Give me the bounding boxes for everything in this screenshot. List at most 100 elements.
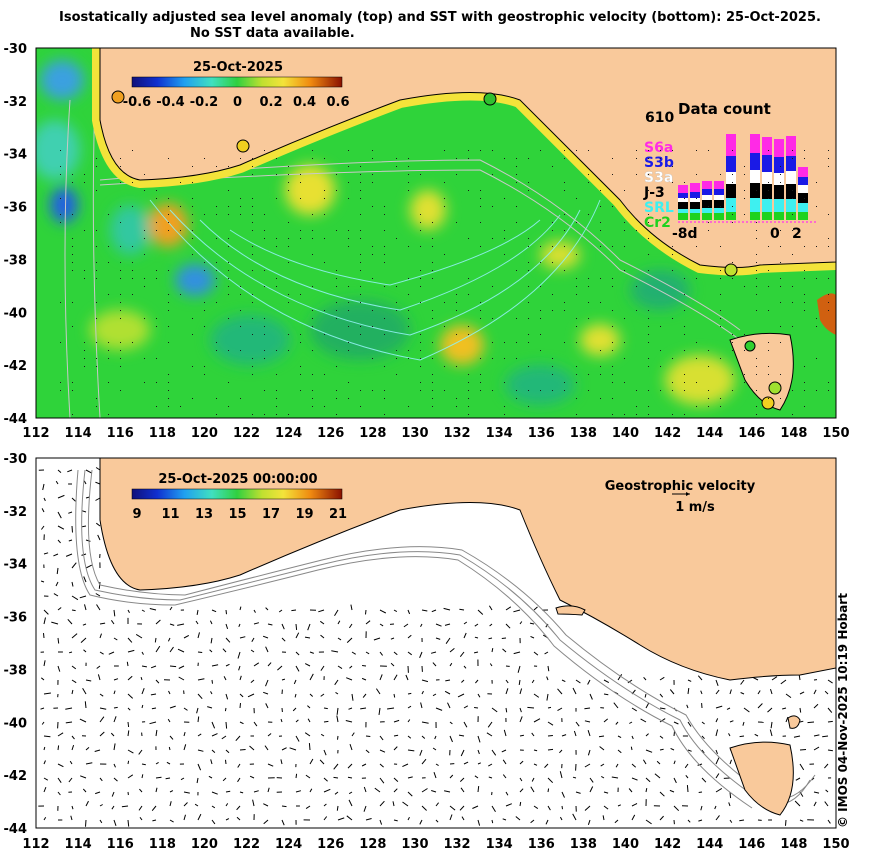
velocity-vector	[267, 787, 270, 793]
stipple-dot	[60, 214, 61, 215]
stipple-dot	[252, 214, 253, 215]
stipple-dot	[828, 166, 829, 167]
velocity-vector	[150, 665, 157, 669]
inset-title: Data count	[678, 100, 771, 118]
stipple-dot	[672, 270, 673, 271]
stipple-dot	[492, 318, 493, 319]
stipple-dot	[168, 382, 169, 383]
stipple-dot	[240, 326, 241, 327]
stipple-dot	[372, 278, 373, 279]
stipple-dot	[420, 358, 421, 359]
velocity-vector	[349, 665, 353, 669]
stipple-dot	[756, 390, 757, 391]
velocity-vector	[337, 735, 339, 740]
axis-tick-labels: 1121121141141161161181181201201221221241…	[4, 42, 850, 852]
velocity-vector	[225, 637, 231, 643]
velocity-vector	[659, 815, 664, 821]
velocity-vector	[715, 815, 720, 821]
stipple-dot	[300, 198, 301, 199]
stipple-dot	[552, 246, 553, 247]
stipple-dot	[612, 246, 613, 247]
velocity-vector	[225, 749, 230, 754]
stipple-dot	[348, 326, 349, 327]
stipple-dot	[228, 382, 229, 383]
stipple-dot	[108, 342, 109, 343]
inset-bar-segment	[690, 213, 700, 220]
velocity-vector	[167, 718, 171, 723]
velocity-vector	[43, 787, 47, 793]
velocity-vector	[99, 804, 103, 807]
velocity-vector	[502, 648, 507, 653]
stipple-dot	[96, 342, 97, 343]
velocity-vector	[40, 707, 45, 710]
stipple-dot	[252, 414, 253, 415]
velocity-vector	[225, 721, 228, 729]
stipple-dot	[648, 190, 649, 191]
velocity-vector	[57, 732, 64, 737]
stipple-dot	[324, 406, 325, 407]
inset-bar-segment	[750, 134, 760, 153]
velocity-vector	[729, 720, 734, 723]
stipple-dot	[744, 214, 745, 215]
velocity-vector	[617, 735, 622, 739]
velocity-vector	[827, 707, 833, 713]
velocity-vector	[432, 693, 437, 697]
stipple-dot	[384, 318, 385, 319]
velocity-vector	[225, 609, 227, 615]
stipple-dot	[228, 270, 229, 271]
velocity-vector	[432, 662, 437, 667]
stipple-dot	[588, 278, 589, 279]
stipple-dot	[636, 230, 637, 231]
stipple-dot	[360, 390, 361, 391]
stipple-dot	[600, 206, 601, 207]
stipple-dot	[804, 158, 805, 159]
stipple-dot	[396, 358, 397, 359]
stipple-dot	[564, 182, 565, 183]
stipple-dot	[336, 350, 337, 351]
velocity-vector	[379, 651, 383, 656]
stipple-dot	[564, 158, 565, 159]
velocity-vector	[51, 621, 59, 625]
velocity-vector	[155, 679, 160, 684]
lat-tick-label: -36	[4, 201, 28, 216]
stipple-dot	[252, 294, 253, 295]
velocity-vector	[79, 595, 87, 599]
velocity-vector	[253, 662, 260, 667]
velocity-vector	[547, 721, 554, 726]
stipple-dot	[348, 398, 349, 399]
velocity-vector	[211, 749, 216, 753]
stipple-dot	[600, 398, 601, 399]
velocity-vector	[82, 788, 87, 793]
stipple-dot	[804, 246, 805, 247]
stipple-dot	[708, 406, 709, 407]
stipple-dot	[288, 414, 289, 415]
velocity-vector	[295, 651, 300, 656]
lat-tick-label: -38	[4, 253, 28, 268]
inset-bar-segment	[690, 183, 700, 192]
velocity-vector	[477, 786, 480, 793]
stipple-dot	[336, 286, 337, 287]
stipple-dot	[288, 246, 289, 247]
velocity-vector	[642, 759, 647, 765]
stipple-dot	[300, 342, 301, 343]
velocity-vector	[460, 787, 465, 793]
stipple-dot	[504, 230, 505, 231]
stipple-dot	[576, 286, 577, 287]
stipple-dot	[468, 158, 469, 159]
stipple-dot	[216, 414, 217, 415]
velocity-vector	[687, 679, 692, 682]
stipple-dot	[408, 158, 409, 159]
velocity-vector	[673, 760, 676, 765]
velocity-vector	[40, 525, 45, 530]
stipple-dot	[252, 318, 253, 319]
stipple-dot	[648, 310, 649, 311]
tasmania-land-bottom	[729, 741, 794, 816]
stipple-dot	[84, 342, 85, 343]
velocity-vector	[135, 633, 143, 639]
stipple-dot	[360, 302, 361, 303]
velocity-vector	[519, 621, 523, 625]
velocity-vector	[289, 747, 297, 751]
velocity-vector	[587, 819, 591, 825]
sla-colorbar: 25-Oct-2025 -0.6 -0.4 -0.2 0 0.2 0.4 0.6	[123, 60, 350, 110]
inset-bar-segment	[798, 203, 808, 212]
